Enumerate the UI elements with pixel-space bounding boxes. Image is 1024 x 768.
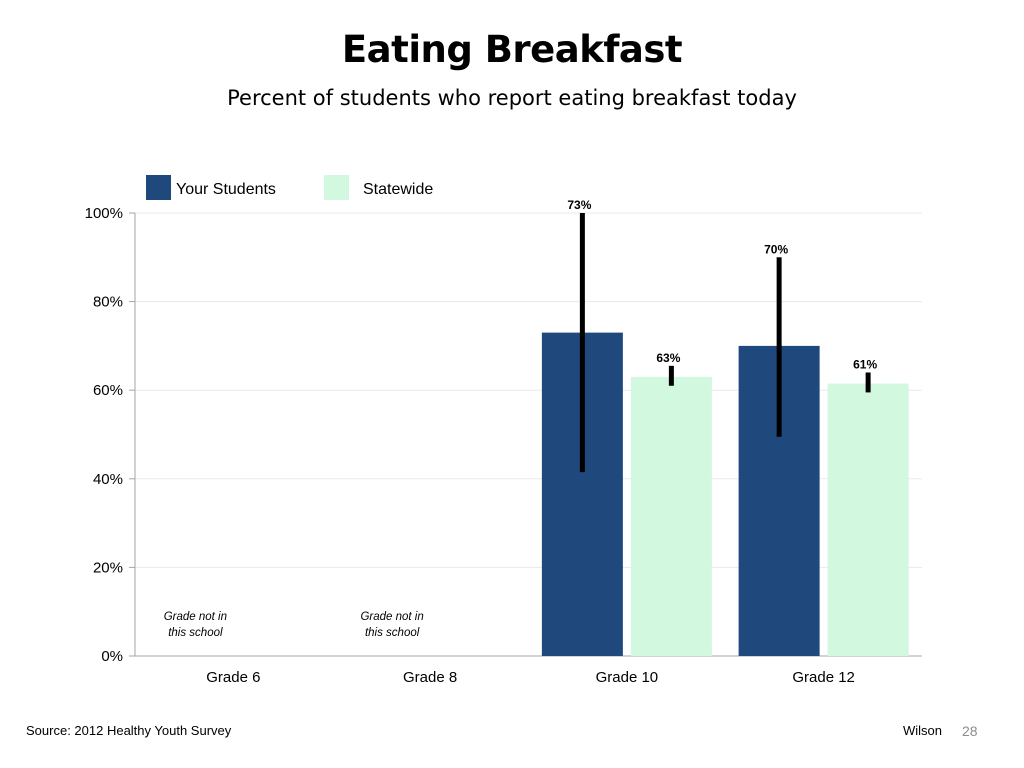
- x-tick-label: Grade 6: [206, 669, 260, 686]
- y-tick-label: 80%: [93, 294, 123, 311]
- y-tick-label: 60%: [93, 382, 123, 399]
- data-label: 73%: [567, 198, 591, 212]
- y-tick-label: 0%: [101, 648, 123, 665]
- x-tick-label: Grade 8: [403, 669, 457, 686]
- y-tick-label: 20%: [93, 559, 123, 576]
- page-number: 28: [962, 723, 978, 739]
- y-tick-label: 40%: [93, 471, 123, 488]
- x-tick-label: Grade 10: [596, 669, 659, 686]
- source-note: Source: 2012 Healthy Youth Survey: [26, 723, 232, 738]
- x-tick-label: Grade 12: [792, 669, 855, 686]
- legend-swatch: [324, 175, 349, 200]
- author-name: Wilson: [903, 723, 943, 738]
- annotation-text: this school: [168, 627, 223, 639]
- legend-label: Your Students: [176, 181, 276, 198]
- annotation-text: this school: [365, 627, 420, 639]
- annotation-text: Grade not in: [164, 611, 227, 623]
- legend-swatch: [146, 175, 171, 200]
- y-tick-label: 100%: [85, 205, 123, 222]
- slide-subtitle: Percent of students who report eating br…: [227, 86, 797, 110]
- data-label: 70%: [764, 242, 788, 256]
- data-label: 63%: [656, 351, 680, 365]
- bar: [630, 376, 712, 656]
- annotation-text: Grade not in: [360, 611, 423, 623]
- data-label: 61%: [853, 357, 877, 371]
- slide-title: Eating Breakfast: [341, 28, 683, 71]
- legend-label: Statewide: [363, 181, 433, 198]
- bar: [827, 383, 909, 656]
